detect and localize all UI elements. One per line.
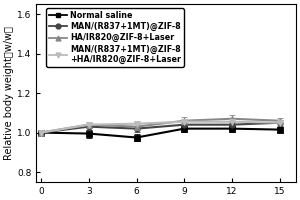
Legend: Normal saline, MAN/(R837+1MT)@ZIF-8, HA/IR820@ZIF-8+Laser, MAN/(R837+1MT)@ZIF-8
: Normal saline, MAN/(R837+1MT)@ZIF-8, HA/… <box>46 8 184 67</box>
Y-axis label: Relative body weight（w/w）: Relative body weight（w/w） <box>4 26 14 160</box>
